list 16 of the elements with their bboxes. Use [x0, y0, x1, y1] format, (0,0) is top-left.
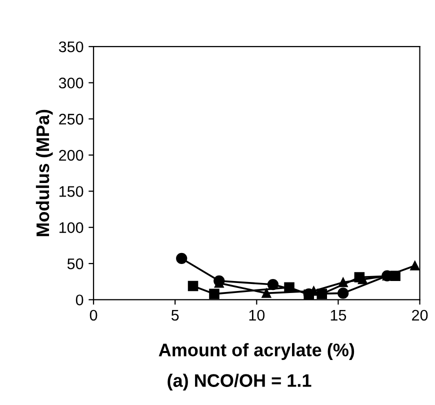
x-tick-label: 0 — [90, 310, 98, 321]
y-axis-title: Modulus (MPa) — [36, 110, 53, 236]
y-tick-label: 0 — [76, 294, 84, 306]
y-tick-label: 300 — [58, 78, 84, 88]
text: (a) NCO/OH = 1.1 — [168, 374, 312, 391]
x-tick-label: 20 — [412, 310, 428, 321]
y-tick-label: 200 — [59, 150, 84, 161]
y-tick-label: 250 — [59, 114, 84, 125]
x-tick-label: 15 — [330, 310, 346, 321]
x-tick-label: 10 — [249, 310, 265, 321]
y-tick-label: 50 — [67, 258, 84, 270]
y-tick-label: 150 — [59, 186, 84, 197]
y-tick-label: 100 — [59, 222, 84, 234]
x-tick-label: 5 — [171, 310, 179, 321]
y-tick-label: 350 — [58, 41, 84, 52]
x-axis-title: Amount of acrylate (%) — [158, 343, 354, 360]
